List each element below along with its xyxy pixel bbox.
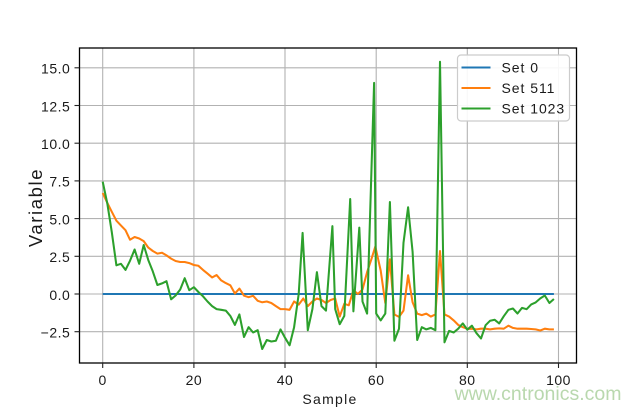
svg-text:www.cntronics.com: www.cntronics.com [454, 383, 622, 405]
svg-text:Set 0: Set 0 [502, 59, 539, 75]
svg-text:2.5: 2.5 [49, 249, 70, 265]
svg-text:80: 80 [459, 372, 476, 388]
svg-text:12.5: 12.5 [41, 98, 70, 114]
svg-text:7.5: 7.5 [49, 174, 70, 190]
svg-text:0.0: 0.0 [49, 287, 70, 303]
svg-text:15.0: 15.0 [41, 61, 70, 77]
svg-text:Variable: Variable [25, 168, 46, 247]
svg-text:100: 100 [546, 372, 571, 388]
svg-text:0: 0 [99, 372, 107, 388]
svg-text:Set 511: Set 511 [502, 80, 556, 96]
svg-text:Sample: Sample [302, 391, 357, 407]
svg-text:40: 40 [277, 372, 294, 388]
svg-text:−2.5: −2.5 [41, 325, 71, 341]
svg-text:60: 60 [368, 372, 385, 388]
svg-text:Set 1023: Set 1023 [502, 100, 566, 116]
svg-text:10.0: 10.0 [41, 136, 70, 152]
svg-text:20: 20 [186, 372, 203, 388]
svg-text:5.0: 5.0 [49, 211, 70, 227]
